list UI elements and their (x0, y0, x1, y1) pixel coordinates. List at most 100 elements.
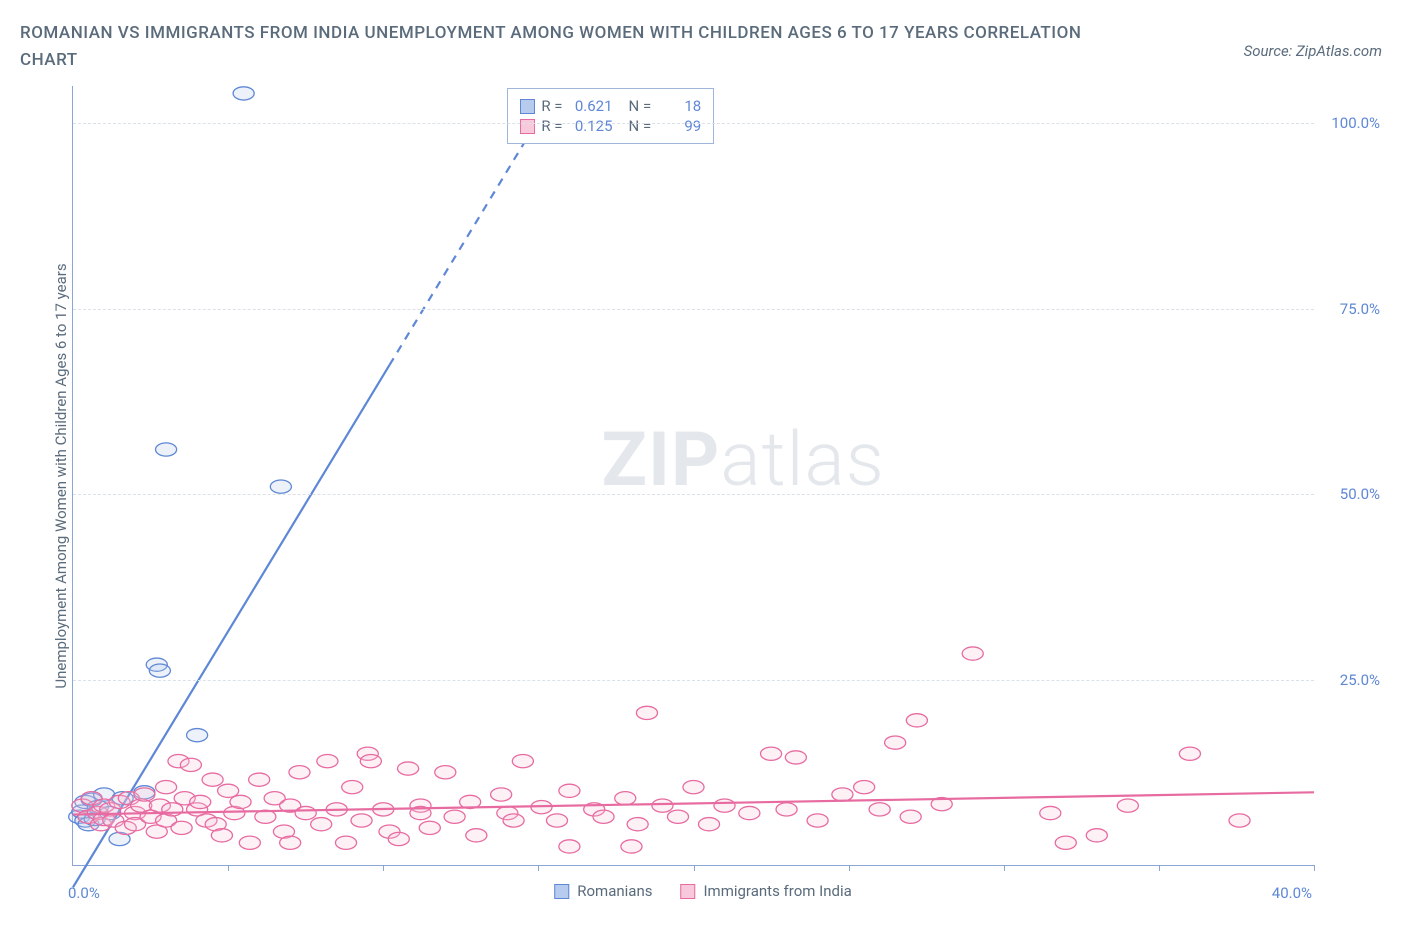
data-point (627, 818, 648, 831)
data-point (906, 714, 927, 727)
data-point (761, 747, 782, 760)
data-point (180, 758, 201, 771)
stats-legend: R =0.621N =18R =0.125N =99 (507, 88, 714, 144)
data-point (546, 814, 567, 827)
data-point (249, 773, 270, 786)
data-point (230, 795, 251, 808)
x-tick (1314, 865, 1315, 871)
x-tick (694, 865, 695, 871)
data-point (351, 814, 372, 827)
swatch-icon (520, 119, 535, 134)
plot-svg (73, 86, 1314, 865)
data-point (202, 773, 223, 786)
legend-label-a: Romanians (577, 882, 652, 900)
swatch-b (680, 884, 695, 899)
x-tick (849, 865, 850, 871)
legend-item-b: Immigrants from India (680, 882, 851, 900)
plot-area: Unemployment Among Women with Children A… (72, 86, 1314, 866)
stat-n-value: 99 (657, 117, 701, 135)
swatch-icon (520, 99, 535, 114)
y-tick-label: 50.0% (1340, 485, 1380, 503)
data-point (503, 814, 524, 827)
y-tick-label: 25.0% (1340, 671, 1380, 689)
data-point (593, 810, 614, 823)
data-point (559, 784, 580, 797)
source-label: Source: ZipAtlas.com (1244, 42, 1382, 60)
data-point (869, 803, 890, 816)
data-point (962, 647, 983, 660)
stat-r-value: 0.621 (569, 97, 613, 115)
data-point (156, 780, 177, 793)
data-point (776, 803, 797, 816)
stat-r-label: R = (541, 117, 562, 135)
data-point (615, 792, 636, 805)
data-point (435, 766, 456, 779)
data-point (698, 818, 719, 831)
x-tick (1004, 865, 1005, 871)
data-point (807, 814, 828, 827)
x-first-tick-label: 0.0% (68, 884, 100, 902)
data-point (388, 832, 409, 845)
gridline (73, 123, 1314, 124)
y-tick-label: 75.0% (1340, 300, 1380, 318)
data-point (885, 736, 906, 749)
data-point (270, 480, 291, 493)
x-last-tick-label: 40.0% (1272, 884, 1312, 902)
data-point (1086, 829, 1107, 842)
data-point (652, 799, 673, 812)
swatch-a (554, 884, 569, 899)
data-point (289, 766, 310, 779)
data-point (832, 788, 853, 801)
chart-container: Unemployment Among Women with Children A… (20, 86, 1386, 910)
data-point (1179, 747, 1200, 760)
x-tick (538, 865, 539, 871)
x-tick (383, 865, 384, 871)
data-point (1055, 836, 1076, 849)
data-point (491, 788, 512, 801)
bottom-legend: Romanians Immigrants from India (554, 882, 852, 900)
data-point (667, 810, 688, 823)
legend-item-a: Romanians (554, 882, 652, 900)
data-point (1117, 799, 1138, 812)
data-point (171, 821, 192, 834)
stats-row: R = 0.125 N = 99 (520, 117, 701, 135)
gridline (73, 494, 1314, 495)
data-point (134, 788, 155, 801)
chart-title: ROMANIAN VS IMMIGRANTS FROM INDIA UNEMPL… (20, 20, 1120, 74)
data-point (280, 836, 301, 849)
data-point (444, 810, 465, 823)
stat-r-label: R = (541, 97, 562, 115)
data-point (335, 836, 356, 849)
data-point (785, 751, 806, 764)
x-tick (228, 865, 229, 871)
data-point (683, 780, 704, 793)
legend-label-b: Immigrants from India (703, 882, 851, 900)
data-point (636, 706, 657, 719)
data-point (187, 729, 208, 742)
data-point (419, 821, 440, 834)
gridline (73, 309, 1314, 310)
data-point (311, 818, 332, 831)
data-point (739, 806, 760, 819)
data-point (342, 780, 363, 793)
stats-row: R =0.621N =18 (520, 97, 701, 115)
x-tick (1159, 865, 1160, 871)
data-point (295, 806, 316, 819)
stat-n-label: N = (629, 117, 652, 135)
data-point (149, 664, 170, 677)
y-axis-label: Unemployment Among Women with Children A… (52, 263, 70, 688)
data-point (317, 755, 338, 768)
data-point (190, 795, 211, 808)
data-point (1229, 814, 1250, 827)
data-point (360, 755, 381, 768)
data-point (621, 840, 642, 853)
data-point (156, 443, 177, 456)
y-tick-label: 100.0% (1331, 114, 1380, 132)
data-point (900, 810, 921, 823)
data-point (512, 755, 533, 768)
gridline (73, 680, 1314, 681)
data-point (211, 829, 232, 842)
data-point (1040, 806, 1061, 819)
stat-r-value: 0.125 (569, 117, 613, 135)
data-point (466, 829, 487, 842)
